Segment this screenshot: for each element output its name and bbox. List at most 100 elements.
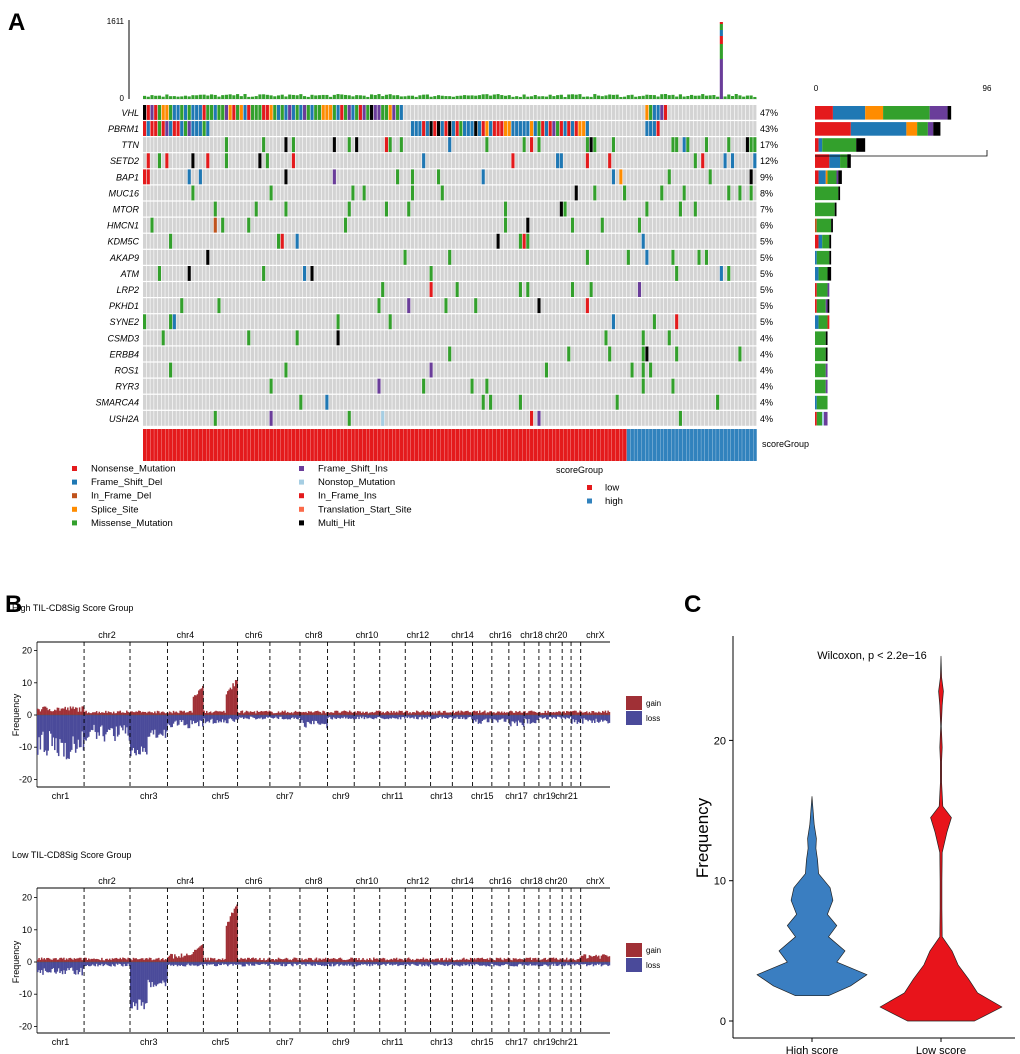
- onco-cell: [314, 153, 318, 169]
- side-bar-segment: [825, 331, 828, 345]
- gain-bar: [90, 713, 93, 715]
- score-cell: [466, 429, 471, 461]
- onco-cell: [734, 266, 738, 281]
- mutation-cell: [649, 362, 653, 378]
- onco-cell: [623, 298, 627, 314]
- onco-cell: [526, 298, 530, 314]
- onco-cell: [165, 362, 169, 378]
- loss-bar: [548, 715, 551, 718]
- gain-bar: [44, 706, 47, 715]
- onco-cell: [753, 217, 757, 233]
- mutation-cell: [444, 121, 448, 136]
- loss-bar: [114, 715, 116, 742]
- loss-bar: [452, 715, 454, 720]
- tmb-bar: [455, 95, 459, 99]
- onco-cell: [161, 346, 165, 362]
- score-cell: [284, 429, 288, 461]
- onco-cell: [444, 217, 448, 233]
- gain-bar: [547, 710, 549, 715]
- onco-cell: [358, 314, 362, 330]
- onco-cell: [507, 266, 511, 281]
- loss-bar: [552, 715, 555, 718]
- onco-cell: [165, 330, 169, 346]
- tmb-bar: [671, 94, 675, 99]
- onco-cell: [470, 410, 474, 426]
- mutation-cell: [265, 105, 269, 120]
- onco-cell: [496, 185, 500, 201]
- onco-cell: [738, 410, 742, 426]
- onco-cell: [481, 362, 485, 378]
- onco-cell: [440, 249, 444, 265]
- gene-label: VHL: [121, 108, 139, 118]
- onco-cell: [459, 362, 463, 378]
- onco-cell: [306, 185, 310, 201]
- score-cell: [157, 429, 162, 461]
- onco-cell: [600, 330, 604, 346]
- onco-cell: [351, 314, 355, 330]
- onco-cell: [180, 169, 184, 185]
- onco-cell: [570, 298, 575, 314]
- onco-cell: [489, 362, 493, 378]
- onco-cell: [224, 362, 228, 378]
- onco-cell: [701, 121, 705, 136]
- onco-cell: [675, 185, 679, 201]
- loss-bar: [97, 715, 99, 733]
- loss-bar: [77, 715, 80, 740]
- onco-cell: [176, 282, 180, 297]
- mutation-cell: [243, 105, 247, 120]
- onco-cell: [373, 410, 377, 426]
- onco-cell: [570, 330, 575, 346]
- onco-cell: [407, 378, 411, 394]
- onco-cell: [224, 169, 228, 185]
- score-cell: [213, 429, 218, 461]
- onco-cell: [362, 330, 366, 346]
- onco-cell: [217, 394, 221, 410]
- onco-cell: [388, 249, 392, 265]
- mutation-cell: [262, 266, 266, 281]
- onco-cell: [262, 346, 266, 362]
- loss-bar: [314, 715, 316, 721]
- onco-cell: [507, 153, 511, 169]
- onco-cell: [381, 298, 385, 314]
- onco-cell: [593, 330, 597, 346]
- mutation-cell: [429, 362, 433, 378]
- onco-cell: [265, 394, 269, 410]
- onco-cell: [317, 121, 322, 136]
- onco-cell: [209, 201, 214, 217]
- loss-bar: [385, 715, 387, 719]
- onco-cell: [273, 394, 277, 410]
- onco-cell: [254, 330, 258, 346]
- gain-bar: [545, 712, 548, 715]
- onco-cell: [161, 217, 165, 233]
- loss-bar: [577, 715, 580, 722]
- mutation-cell: [518, 121, 522, 136]
- onco-cell: [239, 185, 243, 201]
- loss-bar: [350, 715, 352, 719]
- loss-bar: [364, 715, 367, 718]
- onco-cell: [563, 233, 567, 249]
- mutation-cell: [332, 169, 336, 185]
- onco-cell: [146, 233, 150, 249]
- onco-cell: [422, 314, 426, 330]
- onco-cell: [623, 153, 627, 169]
- onco-cell: [690, 314, 694, 330]
- onco-cell: [410, 137, 415, 153]
- onco-cell: [567, 185, 571, 201]
- onco-cell: [236, 362, 240, 378]
- onco-cell: [221, 233, 225, 249]
- onco-cell: [526, 185, 530, 201]
- gain-bar: [253, 711, 256, 715]
- onco-cell: [492, 394, 496, 410]
- score-cell: [459, 429, 463, 461]
- onco-cell: [288, 282, 292, 297]
- onco-cell: [407, 282, 411, 297]
- onco-cell: [749, 330, 753, 346]
- onco-cell: [697, 394, 701, 410]
- onco-cell: [444, 137, 448, 153]
- onco-cell: [556, 378, 560, 394]
- mutation-cell: [530, 410, 534, 426]
- onco-cell: [615, 121, 619, 136]
- tmb-bar: [150, 95, 154, 99]
- onco-cell: [150, 410, 154, 426]
- onco-cell: [399, 249, 403, 265]
